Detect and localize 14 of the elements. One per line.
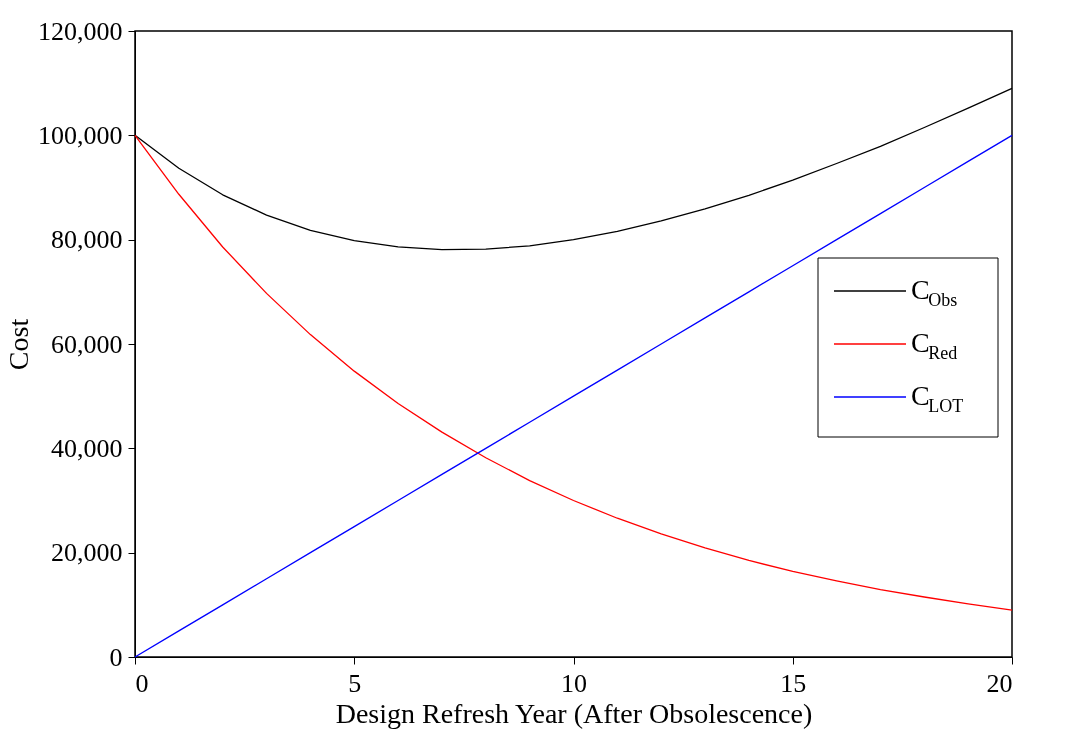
y-tick-label: 100,000	[38, 120, 123, 150]
y-tick-label: 40,000	[51, 433, 123, 463]
x-axis-title: Design Refresh Year (After Obsolescence)	[335, 697, 813, 729]
y-tick-label: 80,000	[51, 225, 123, 255]
x-tick-label: 20	[986, 668, 1013, 698]
x-tick-label: 10	[561, 668, 587, 698]
x-tick-label: 15	[780, 668, 807, 698]
y-axis-title: Cost	[3, 318, 34, 371]
y-tick-label: 0	[109, 642, 123, 672]
x-tick-label: 0	[135, 668, 149, 698]
y-tick-label: 120,000	[38, 16, 123, 46]
x-tick-label: 5	[348, 668, 362, 698]
y-tick-label: 20,000	[51, 538, 123, 568]
y-tick-label: 60,000	[51, 329, 123, 359]
